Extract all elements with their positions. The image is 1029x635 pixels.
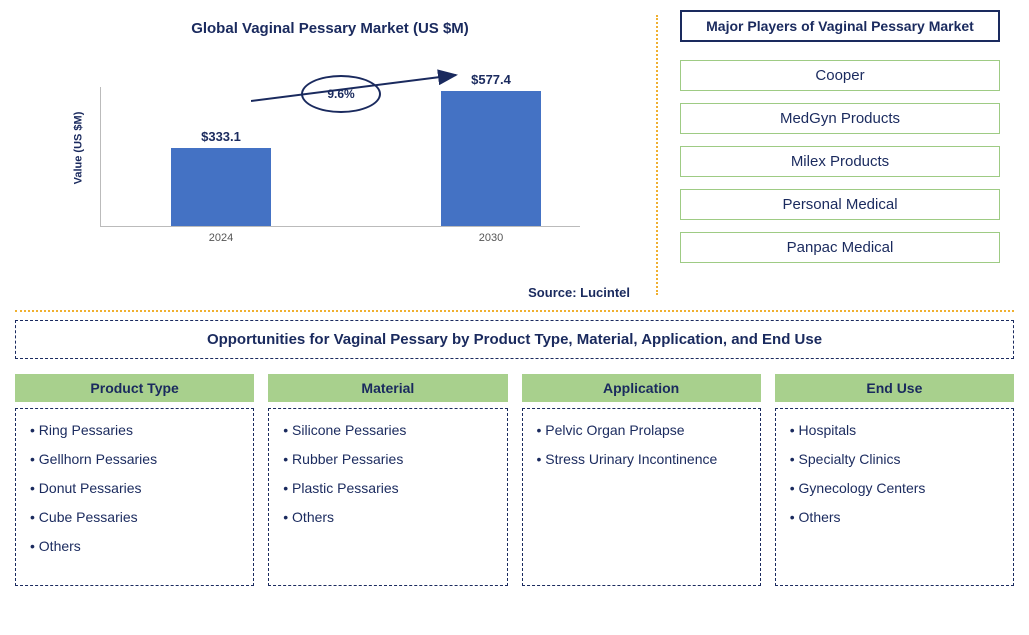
player-row: Personal Medical [680, 189, 1000, 220]
list-item: Others [790, 508, 999, 527]
list-item: Silicone Pessaries [283, 421, 492, 440]
list-item: Ring Pessaries [30, 421, 239, 440]
growth-annotation: 9.6% [301, 75, 381, 113]
column-header: Material [268, 374, 507, 402]
list-item: Gellhorn Pessaries [30, 450, 239, 469]
chart-plot: 9.6% $333.12024$577.42030 [100, 87, 580, 227]
top-section: Global Vaginal Pessary Market (US $M) Va… [0, 0, 1029, 310]
column-body: Silicone Pessaries Rubber Pessaries Plasti… [268, 408, 507, 586]
column-header: Application [522, 374, 761, 402]
y-axis-label: Value (US $M) [72, 112, 84, 185]
players-panel: Major Players of Vaginal Pessary Market … [660, 0, 1020, 310]
list-item: Gynecology Centers [790, 479, 999, 498]
x-tick-label: 2024 [209, 232, 233, 244]
bar-value-label: $577.4 [471, 72, 511, 87]
bar: $577.4 [441, 91, 541, 226]
column-body: Hospitals Specialty Clinics Gynecology Cen… [775, 408, 1014, 586]
players-header: Major Players of Vaginal Pessary Market [680, 10, 1000, 42]
opportunities-title: Opportunities for Vaginal Pessary by Pro… [15, 320, 1014, 359]
chart-panel: Global Vaginal Pessary Market (US $M) Va… [0, 0, 660, 310]
list-item: Rubber Pessaries [283, 450, 492, 469]
player-row: Cooper [680, 60, 1000, 91]
opportunity-column: Material Silicone Pessaries Rubber Pessari… [268, 374, 507, 586]
column-body: Ring Pessaries Gellhorn Pessaries Donut Pe… [15, 408, 254, 586]
growth-label: 9.6% [327, 87, 354, 101]
player-row: MedGyn Products [680, 103, 1000, 134]
player-row: Milex Products [680, 146, 1000, 177]
column-header: End Use [775, 374, 1014, 402]
list-item: Pelvic Organ Prolapse [537, 421, 746, 440]
list-item: Plastic Pessaries [283, 479, 492, 498]
list-item: Cube Pessaries [30, 508, 239, 527]
column-header: Product Type [15, 374, 254, 402]
list-item: Others [283, 508, 492, 527]
opportunities-columns: Product Type Ring Pessaries Gellhorn Pessa… [15, 374, 1014, 586]
list-item: Hospitals [790, 421, 999, 440]
vertical-divider [656, 15, 658, 295]
list-item: Stress Urinary Incontinence [537, 450, 746, 469]
horizontal-divider [15, 310, 1014, 312]
opportunity-column: Application Pelvic Organ Prolapse Stress U… [522, 374, 761, 586]
chart-area: Value (US $M) 9.6% $333.12024$577. [80, 57, 630, 257]
list-item: Others [30, 537, 239, 556]
opportunity-column: End Use Hospitals Specialty Clinics Gynecol… [775, 374, 1014, 586]
bar: $333.1 [171, 148, 271, 226]
players-list: Cooper MedGyn Products Milex Products Perso… [680, 60, 1000, 263]
chart-source: Source: Lucintel [528, 285, 630, 300]
column-body: Pelvic Organ Prolapse Stress Urinary Inco… [522, 408, 761, 586]
bar-value-label: $333.1 [201, 129, 241, 144]
list-item: Specialty Clinics [790, 450, 999, 469]
opportunities-section: Opportunities for Vaginal Pessary by Pro… [15, 320, 1014, 586]
player-row: Panpac Medical [680, 232, 1000, 263]
list-item: Donut Pessaries [30, 479, 239, 498]
opportunity-column: Product Type Ring Pessaries Gellhorn Pessa… [15, 374, 254, 586]
chart-title: Global Vaginal Pessary Market (US $M) [30, 20, 630, 37]
growth-ellipse: 9.6% [301, 75, 381, 113]
x-tick-label: 2030 [479, 232, 503, 244]
